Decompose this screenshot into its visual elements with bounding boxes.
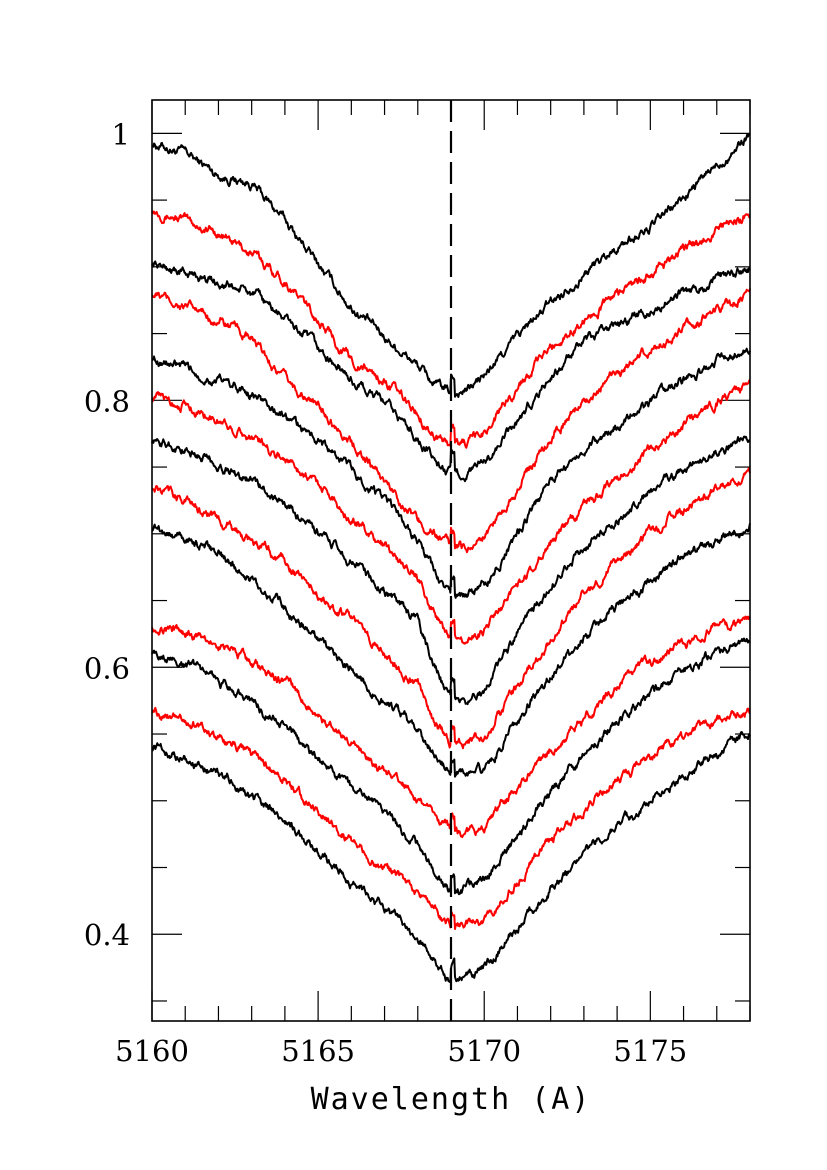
y-tick-label: 1: [112, 117, 130, 151]
plot-frame: [151, 99, 751, 1022]
y-tick-label: 0.6: [84, 651, 130, 685]
spectrum-line-6: [151, 379, 751, 645]
x-axis-label: Wavelength (A): [311, 1082, 592, 1117]
spectrum-line-7: [151, 435, 751, 706]
x-tick-label: 5175: [613, 1034, 687, 1068]
x-tick-label: 5165: [281, 1034, 355, 1068]
spectrum-line-4: [151, 288, 751, 554]
x-tick-label: 5170: [447, 1034, 521, 1068]
tick-labels: 5160 5165 5170 5175 0.4 0.6 0.8 1: [84, 117, 687, 1068]
y-tick-label: 0.4: [84, 918, 130, 952]
x-tick-label: 5160: [115, 1034, 189, 1068]
spectrum-line-1: [151, 132, 751, 399]
y-tick-label: 0.8: [84, 384, 130, 418]
